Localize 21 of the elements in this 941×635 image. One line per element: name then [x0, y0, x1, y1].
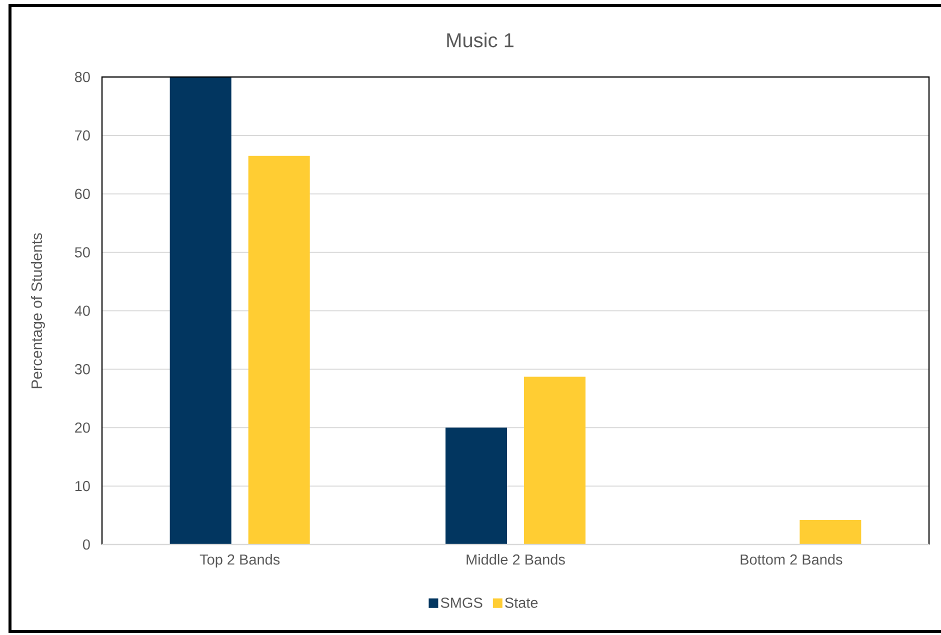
y-tick-label: 0 [82, 539, 90, 550]
y-tick-label: 80 [74, 72, 90, 82]
x-tick-label: Bottom 2 Bands [740, 554, 842, 565]
bar [248, 156, 310, 544]
bar [170, 77, 232, 544]
chart-title: Music 1 [447, 32, 514, 48]
y-tick-label: 60 [75, 188, 90, 200]
y-tick-label: 10 [75, 480, 90, 492]
bar [800, 520, 862, 544]
y-tick-label: 20 [75, 422, 90, 433]
x-tick-label: Middle 2 Bands [466, 554, 565, 565]
y-tick-label: 50 [74, 247, 90, 258]
bar [446, 428, 508, 544]
legend-label: SMGS [440, 598, 482, 608]
y-tick-label: 40 [74, 306, 90, 316]
y-tick-label: 70 [75, 130, 90, 141]
x-tick-label: Top 2 Bands [200, 554, 280, 568]
bar [524, 376, 586, 544]
legend-label: State [505, 598, 538, 608]
y-axis-title: Percentage of Students [31, 233, 45, 388]
y-tick-label: 30 [74, 364, 90, 374]
